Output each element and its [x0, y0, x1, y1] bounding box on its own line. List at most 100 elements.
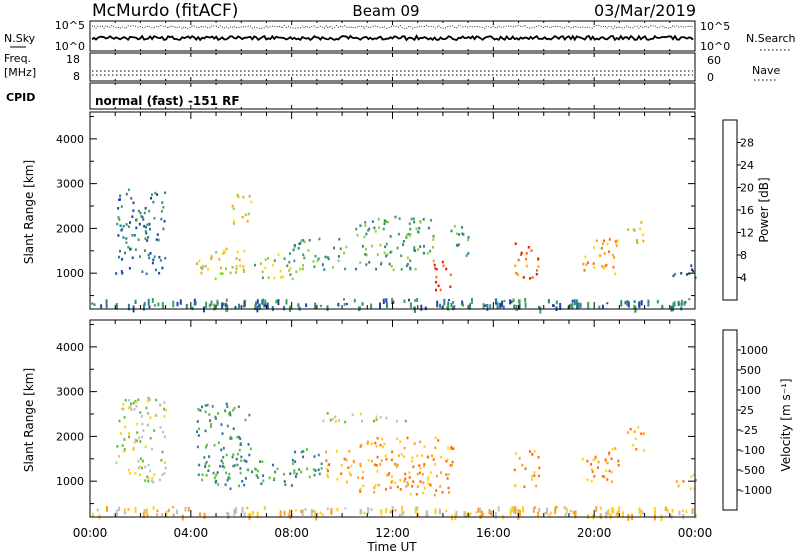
scatter-cell: [524, 302, 527, 308]
echo-cell: [610, 471, 613, 474]
echo-cell: [135, 218, 138, 221]
echo-cell: [360, 412, 362, 416]
echo-cell: [147, 236, 150, 239]
scatter-cell: [486, 304, 489, 311]
scatter-cell: [683, 301, 686, 306]
echo-cell: [144, 249, 146, 252]
echo-cell: [429, 471, 432, 474]
echo-cell: [458, 233, 461, 236]
scatter-cell: [336, 508, 339, 512]
echo-cell: [127, 245, 130, 249]
echo-cell: [249, 447, 252, 451]
echo-cell: [146, 399, 149, 403]
scatter-cell: [522, 506, 525, 513]
scatter-cell: [515, 305, 518, 312]
echo-cell: [221, 432, 224, 435]
scatter-cell: [161, 513, 164, 517]
echo-cell: [429, 483, 432, 487]
scatter-cell: [105, 304, 108, 309]
echo-cell: [396, 437, 399, 440]
echo-cell: [409, 227, 412, 231]
echo-cell: [149, 227, 151, 231]
echo-cell: [375, 415, 378, 418]
echo-cell: [434, 436, 437, 440]
scatter-cell: [394, 509, 397, 512]
echo-cell: [143, 211, 146, 215]
echo-cell: [146, 239, 149, 242]
echo-cell: [442, 264, 445, 268]
echo-cell: [121, 272, 124, 275]
echo-cell: [379, 243, 382, 247]
echo-cell: [447, 446, 450, 450]
scatter-cell: [574, 510, 577, 518]
echo-cell: [455, 232, 458, 235]
echo-cell: [530, 249, 533, 252]
scatter-cell: [452, 306, 454, 311]
echo-cell: [336, 450, 338, 453]
echo-cell: [617, 463, 620, 467]
echo-cell: [205, 446, 207, 449]
echo-cell: [320, 462, 323, 466]
echo-cell: [334, 415, 337, 419]
echo-cell: [279, 269, 282, 273]
scatter-cell: [640, 509, 643, 513]
scatter-cell: [547, 299, 550, 304]
echo-cell: [537, 474, 540, 478]
echo-cell: [434, 266, 437, 270]
echo-cell: [236, 250, 239, 254]
scatter-cell: [413, 306, 415, 309]
echo-cell: [355, 267, 357, 271]
echo-cell: [383, 222, 386, 225]
scatter-cell: [146, 514, 149, 517]
echo-cell: [230, 437, 233, 440]
echo-cell: [261, 270, 264, 274]
scatter-cell: [370, 508, 373, 511]
echo-cell: [366, 442, 369, 445]
echo-cell: [125, 241, 128, 244]
echo-cell: [427, 226, 430, 230]
scatter-cell: [185, 303, 188, 309]
scatter-cell: [666, 508, 669, 513]
scatter-cell: [461, 300, 464, 306]
echo-cell: [222, 252, 224, 255]
echo-cell: [614, 240, 617, 243]
scatter-cell: [489, 304, 492, 310]
x-tick-label: 20:00: [577, 526, 612, 540]
scatter-cell: [234, 306, 237, 309]
cpid-label: CPID: [6, 91, 35, 104]
echo-cell: [210, 257, 213, 261]
y-tick-label: 2000: [56, 222, 84, 235]
echo-cell: [235, 257, 238, 260]
echo-cell: [135, 439, 138, 443]
scatter-cell: [538, 305, 540, 310]
scatter-cell: [439, 303, 442, 308]
echo-cell: [423, 465, 425, 468]
echo-cell: [435, 280, 437, 284]
echo-cell: [159, 403, 161, 407]
echo-cell: [298, 242, 301, 246]
echo-cell: [690, 475, 693, 478]
echo-cell: [150, 479, 153, 483]
echo-cell: [421, 472, 424, 476]
scatter-cell: [153, 304, 156, 307]
scatter-cell: [275, 299, 278, 304]
echo-cell: [433, 263, 436, 267]
echo-cell: [163, 401, 166, 404]
echo-cell: [238, 258, 241, 262]
y-tick-label: 3000: [56, 386, 84, 399]
scatter-cell: [151, 298, 154, 303]
echo-cell: [236, 436, 239, 439]
echo-cell: [212, 471, 215, 475]
echo-cell: [362, 484, 365, 488]
echo-cell: [245, 460, 248, 463]
echo-cell: [415, 227, 418, 230]
scatter-cell: [326, 305, 329, 311]
scatter-cell: [408, 298, 410, 302]
echo-cell: [127, 225, 130, 228]
echo-cell: [147, 477, 150, 480]
echo-cell: [158, 271, 161, 275]
echo-cell: [196, 445, 199, 449]
echo-cell: [293, 469, 296, 472]
echo-cell: [127, 188, 130, 192]
echo-cell: [158, 255, 161, 259]
